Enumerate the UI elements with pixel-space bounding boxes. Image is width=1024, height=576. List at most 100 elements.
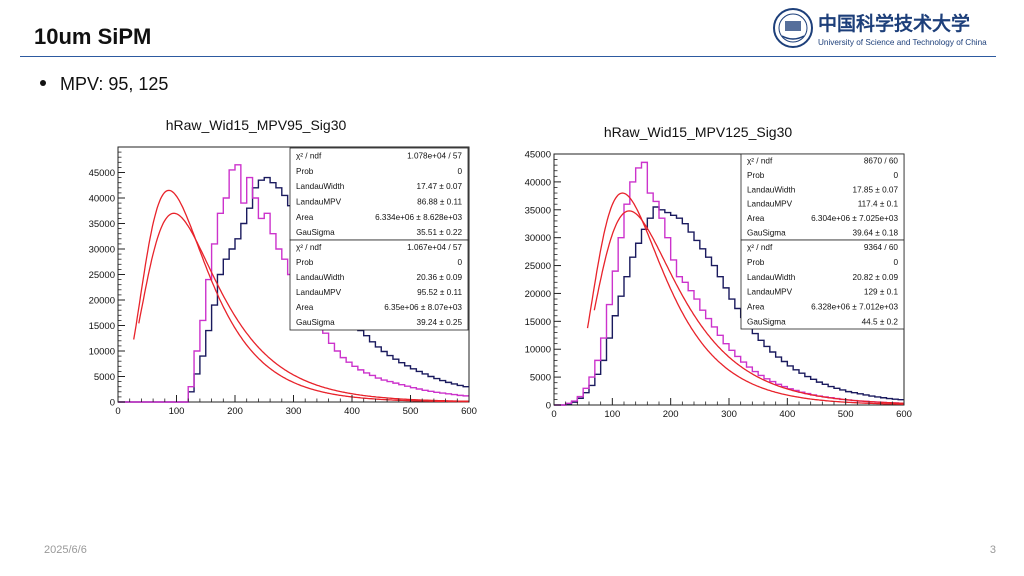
bullet-text: MPV: 95, 125 — [60, 74, 169, 94]
y-tick-label: 40000 — [89, 194, 115, 205]
stats-value: 129 ± 0.1 — [864, 288, 899, 297]
stats-label: LandauMPV — [747, 200, 793, 209]
x-tick-label: 600 — [896, 409, 912, 420]
stats-label: LandauMPV — [296, 288, 342, 297]
bullet-dot — [40, 80, 46, 87]
stats-value: 95.52 ± 0.11 — [417, 288, 462, 297]
university-seal-icon — [773, 8, 813, 48]
stats-value: 44.5 ± 0.2 — [862, 317, 899, 326]
stats-label: χ² / ndf — [747, 157, 773, 166]
stats-label: Area — [747, 302, 765, 311]
histogram-chart-left: hRaw_Wid15_MPV95_Sig30 0 100 200 300 400 500 60… — [89, 117, 477, 417]
x-tick-label: 100 — [604, 409, 620, 420]
y-tick-label: 35000 — [525, 205, 551, 216]
stats-label: Area — [747, 214, 765, 223]
slide-title: 10um SiPM — [34, 24, 152, 49]
stats-value: 1.078e+04 / 57 — [407, 151, 462, 160]
histogram-plot-left: hRaw_Wid15_MPV95_Sig30 0 100 200 300 400 500 60… — [76, 112, 486, 427]
y-tick-label: 5000 — [94, 372, 115, 383]
chart-title: hRaw_Wid15_MPV125_Sig30 — [604, 124, 793, 140]
fit-curve-1 — [586, 192, 904, 405]
stats-value: 6.35e+06 ± 8.07e+03 — [384, 303, 462, 312]
x-tick-label: 200 — [663, 409, 679, 420]
stats-box-2 — [740, 239, 905, 330]
stats-label: LandauWidth — [296, 182, 345, 191]
stats-value: 35.51 ± 0.22 — [417, 228, 463, 237]
stats-label: LandauMPV — [296, 197, 342, 206]
stats-label: GauSigma — [747, 317, 786, 326]
stats-label: Prob — [747, 258, 765, 267]
stats-value: 17.85 ± 0.07 — [853, 185, 899, 194]
stats-value: 0 — [893, 258, 898, 267]
stats-label: χ² / ndf — [296, 151, 322, 160]
logo-english-name: University of Science and Technology of … — [818, 38, 987, 47]
logo-chinese-name: 中国科学技术大学 — [818, 12, 970, 35]
university-logo: 中国科学技术大学 University of Science and Techn… — [772, 6, 1002, 52]
stats-label: LandauWidth — [296, 273, 345, 282]
stats-box-2 — [289, 239, 469, 331]
stats-label: Area — [296, 303, 314, 312]
stats-value: 0 — [893, 171, 898, 180]
stats-value: 1.067e+04 / 57 — [407, 243, 462, 252]
fit-curve-2 — [138, 212, 469, 402]
stats-label: GauSigma — [747, 228, 786, 237]
fit-curve-1 — [133, 189, 469, 403]
x-tick-label: 500 — [838, 409, 854, 420]
stats-value: 117.4 ± 0.1 — [858, 200, 899, 209]
stats-box-1 — [289, 147, 469, 241]
x-tick-label: 0 — [551, 409, 556, 420]
stats-label: LandauWidth — [747, 273, 796, 282]
stats-value: 0 — [457, 258, 462, 267]
stats-value: 6.328e+06 ± 7.012e+03 — [811, 302, 898, 311]
y-tick-label: 5000 — [530, 373, 551, 384]
x-tick-label: 300 — [721, 409, 737, 420]
stats-value: 17.47 ± 0.07 — [417, 182, 463, 191]
y-tick-label: 15000 — [525, 317, 551, 328]
y-tick-label: 25000 — [89, 270, 115, 281]
x-tick-label: 400 — [779, 409, 795, 420]
y-tick-label: 0 — [110, 398, 115, 409]
y-tick-label: 25000 — [525, 261, 551, 272]
histogram-chart-right: hRaw_Wid15_MPV125_Sig30 0 100 200 300 400 500 6… — [525, 124, 912, 420]
stats-box-1 — [740, 153, 905, 241]
stats-label: Area — [296, 213, 314, 222]
x-tick-label: 200 — [227, 406, 243, 417]
stats-value: 6.334e+06 ± 8.628e+03 — [375, 213, 462, 222]
stats-label: GauSigma — [296, 318, 335, 327]
stats-label: LandauMPV — [747, 288, 793, 297]
y-tick-label: 45000 — [525, 150, 551, 161]
y-tick-label: 20000 — [525, 289, 551, 300]
y-tick-label: 10000 — [89, 347, 115, 358]
stats-value: 20.82 ± 0.09 — [853, 273, 899, 282]
stats-label: GauSigma — [296, 228, 335, 237]
y-tick-label: 40000 — [525, 177, 551, 188]
stats-label: χ² / ndf — [296, 243, 322, 252]
y-tick-label: 35000 — [89, 219, 115, 230]
stats-value: 6.304e+06 ± 7.025e+03 — [811, 214, 898, 223]
footer-date: 2025/6/6 — [44, 544, 87, 556]
stats-value: 39.64 ± 0.18 — [853, 228, 899, 237]
stats-value: 20.36 ± 0.09 — [417, 273, 463, 282]
stats-value: 86.88 ± 0.11 — [417, 197, 462, 206]
chart-title: hRaw_Wid15_MPV95_Sig30 — [166, 117, 347, 133]
x-tick-label: 500 — [403, 406, 419, 417]
stats-label: Prob — [747, 171, 765, 180]
histogram-plot-right: hRaw_Wid15_MPV125_Sig30 0 100 200 300 400 500 6… — [510, 118, 925, 433]
stats-value: 9364 / 60 — [864, 243, 899, 252]
y-tick-label: 45000 — [89, 168, 115, 179]
stats-value: 39.24 ± 0.25 — [417, 318, 463, 327]
y-tick-label: 30000 — [89, 245, 115, 256]
x-tick-label: 400 — [344, 406, 360, 417]
y-tick-label: 15000 — [89, 321, 115, 332]
y-tick-label: 30000 — [525, 233, 551, 244]
stats-value: 8670 / 60 — [864, 157, 899, 166]
y-tick-label: 20000 — [89, 296, 115, 307]
stats-value: 0 — [457, 167, 462, 176]
x-tick-label: 600 — [461, 406, 477, 417]
stats-label: χ² / ndf — [747, 243, 773, 252]
y-tick-label: 0 — [546, 401, 551, 412]
stats-label: LandauWidth — [747, 185, 796, 194]
stats-label: Prob — [296, 167, 314, 176]
bullet-item: MPV: 95, 125 — [40, 74, 168, 95]
fit-curve-2 — [593, 210, 904, 404]
